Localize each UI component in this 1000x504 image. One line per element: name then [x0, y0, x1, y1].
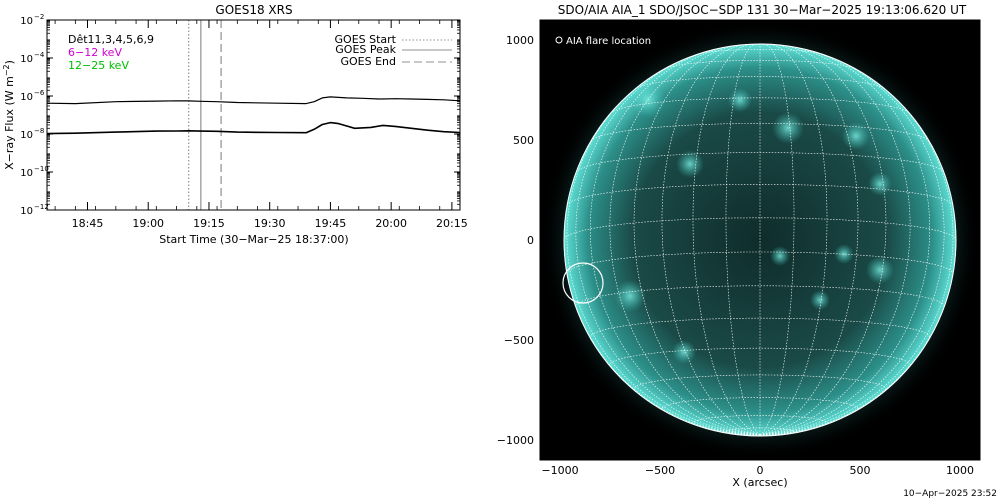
x-tick-label: 20:00	[375, 217, 407, 230]
active-region	[842, 122, 870, 150]
y-tick-exponent: −8	[34, 127, 44, 135]
longitude-line	[609, 45, 761, 435]
y-tick-label: 10	[20, 54, 33, 65]
flux-curves	[47, 96, 460, 135]
y-tick-exponent: −10	[34, 165, 49, 173]
flux-curve-low-band	[47, 121, 460, 135]
solar-limb	[563, 43, 957, 437]
sun-image	[540, 20, 980, 460]
aia-y-tick-label: −500	[504, 334, 534, 347]
longitude-line	[759, 53, 945, 435]
goes-y-axis-label: X−ray Flux (W m−2)	[2, 60, 16, 170]
y-tick-exponent: −12	[34, 203, 49, 211]
active-region	[834, 244, 854, 264]
flare-legend-icon	[555, 36, 563, 44]
longitude-line	[575, 53, 761, 435]
detector-label: Dêt11,3,4,5,6,9	[68, 33, 154, 46]
goes-legend: GOES Start GOES Peak GOES End	[335, 33, 452, 68]
aia-y-tick-label: 1000	[506, 34, 534, 47]
active-region	[614, 280, 646, 312]
latitude-line	[609, 347, 911, 367]
legend-end-label: GOES End	[340, 55, 396, 68]
aia-title: SDO/AIA AIA_1 SDO/JSOC−SDP 131 30−Mar−20…	[558, 3, 967, 17]
aia-y-tick-label: 500	[513, 134, 534, 147]
x-tick-label: 18:45	[72, 217, 104, 230]
aia-x-tick-label: 0	[757, 464, 764, 477]
aia-x-tick-label: 500	[850, 464, 871, 477]
y-tick-exponent: −2	[34, 13, 44, 21]
aia-y-tick-label: −1000	[497, 434, 534, 447]
active-region	[672, 340, 696, 364]
longitude-line	[633, 44, 761, 435]
x-tick-label: 19:30	[254, 217, 286, 230]
y-tick-label: 10	[20, 206, 33, 217]
goes-x-axis-label: Start Time (30−Mar−25 18:37:00)	[159, 233, 348, 246]
aia-image-panel: SDO/AIA AIA_1 SDO/JSOC−SDP 131 30−Mar−20…	[497, 3, 997, 499]
y-tick-exponent: −4	[34, 51, 45, 59]
active-region	[810, 290, 830, 310]
aia-x-tick-label: −1000	[541, 464, 578, 477]
goes-x-axis: 18:45 19:00 19:15 19:30 19:45 20:00 20:15	[54, 20, 468, 230]
x-tick-label: 19:15	[193, 217, 225, 230]
longitude-line	[759, 77, 954, 435]
x-tick-label: 19:00	[132, 217, 164, 230]
active-region	[770, 246, 790, 266]
y-tick-label: 10	[20, 92, 33, 103]
latitude-line	[663, 60, 857, 70]
x-tick-label: 20:15	[436, 217, 468, 230]
y-tick-label: 10	[20, 16, 33, 27]
active-region	[868, 172, 892, 196]
latitude-line	[563, 217, 957, 241]
flux-curve-high-band	[47, 96, 460, 105]
plot-timestamp: 10−Apr−2025 23:52	[903, 489, 997, 499]
longitude-line	[590, 47, 761, 435]
longitude-line	[759, 47, 930, 435]
y-tick-label: 10	[20, 168, 33, 179]
aia-x-tick-label: 1000	[946, 464, 974, 477]
aia-y-tick-label: 0	[527, 234, 534, 247]
latitude-line	[633, 374, 887, 391]
x-tick-label: 19:45	[315, 217, 347, 230]
flare-location-circle	[562, 262, 604, 304]
longitude-line	[759, 45, 911, 435]
flare-legend-label: AIA flare location	[566, 36, 651, 47]
goes-plot-frame	[46, 19, 461, 211]
active-region	[676, 150, 704, 178]
latitude-line	[590, 123, 930, 142]
active-region	[772, 112, 804, 144]
active-region	[728, 88, 752, 112]
y-tick-exponent: −6	[34, 89, 45, 97]
longitude-line	[759, 44, 887, 435]
active-region	[866, 256, 894, 284]
legend-start-label: GOES Start	[335, 33, 397, 46]
aia-x-axis-label: X (arcsec)	[732, 476, 787, 489]
legend-peak-label: GOES Peak	[335, 43, 396, 56]
y-tick-label: 10	[20, 130, 33, 141]
flare-time-markers	[188, 20, 222, 210]
goes-title: GOES18 XRS	[215, 3, 292, 17]
band-high-label: 12−25 keV	[68, 59, 129, 72]
aia-y-axis: −1000 −500 0 500 1000	[497, 34, 548, 447]
aia-x-axis: −1000 −500 0 500 1000	[541, 452, 974, 477]
longitude-line	[566, 77, 761, 435]
aia-x-tick-label: −500	[645, 464, 675, 477]
band-low-label: 6−12 keV	[68, 46, 122, 59]
latitude-line	[589, 317, 931, 339]
